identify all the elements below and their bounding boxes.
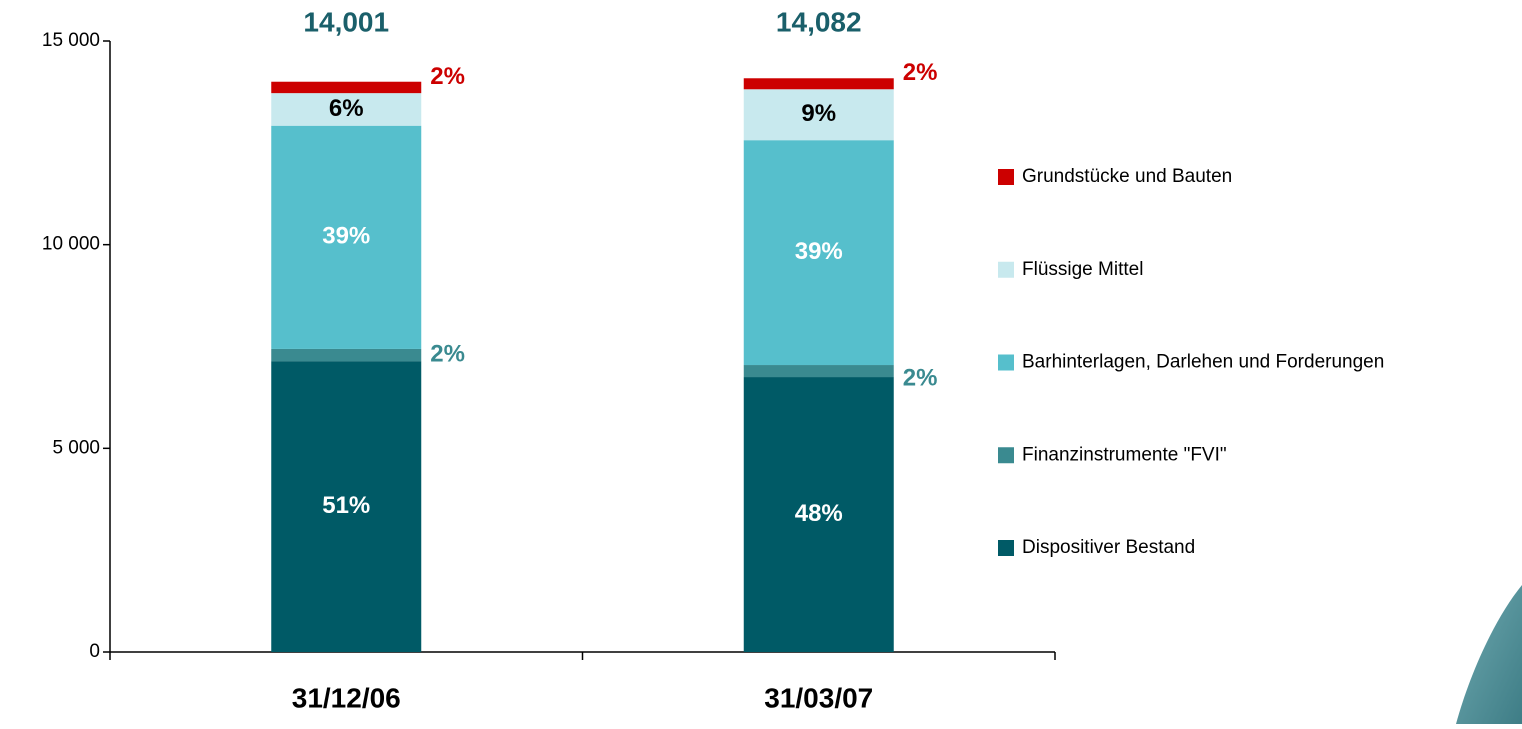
x-tick-label: 31/03/07 (764, 682, 873, 713)
bar-segment (271, 81, 422, 94)
bar-segment (743, 377, 894, 652)
y-tick-label: 10 000 (42, 234, 100, 255)
legend-swatch (998, 540, 1014, 556)
segment-label: 2% (430, 340, 465, 367)
y-tick-label: 15 000 (42, 30, 100, 51)
decoration (1456, 585, 1522, 724)
bar-segment (271, 361, 422, 652)
x-tick-label: 31/12/06 (292, 682, 401, 713)
bar-segment (271, 125, 422, 349)
segment-label: 48% (795, 500, 843, 527)
legend-swatch (998, 354, 1014, 371)
segment-label: 6% (329, 95, 364, 122)
legend-swatch (998, 261, 1014, 278)
legend-label: Grundstücke und Bauten (1022, 166, 1232, 187)
total-label: 14,082 (776, 6, 862, 37)
legend-swatch (998, 169, 1014, 185)
y-tick-label: 5 000 (52, 437, 100, 458)
total-label: 14,001 (303, 6, 389, 37)
bar-segment (743, 365, 894, 378)
y-tick-label: 0 (89, 641, 100, 662)
bar-segment (271, 93, 422, 126)
segment-label: 9% (801, 100, 836, 127)
legend-label: Finanzinstrumente "FVI" (1022, 444, 1227, 465)
segment-label: 51% (322, 492, 370, 519)
legend-label: Barhinterlagen, Darlehen und Forderungen (1022, 352, 1384, 373)
legend-swatch (998, 447, 1014, 464)
segment-label: 2% (903, 59, 938, 86)
bar-segment (271, 348, 422, 362)
bar-segment (743, 78, 894, 90)
bar-segment (743, 89, 894, 141)
segment-label: 2% (903, 364, 938, 391)
segment-label: 39% (322, 223, 370, 250)
segment-label: 2% (430, 63, 465, 90)
bar-segment (743, 140, 894, 366)
legend-label: Dispositiver Bestand (1022, 537, 1195, 558)
segment-label: 39% (795, 238, 843, 265)
legend-label: Flüssige Mittel (1022, 259, 1143, 280)
